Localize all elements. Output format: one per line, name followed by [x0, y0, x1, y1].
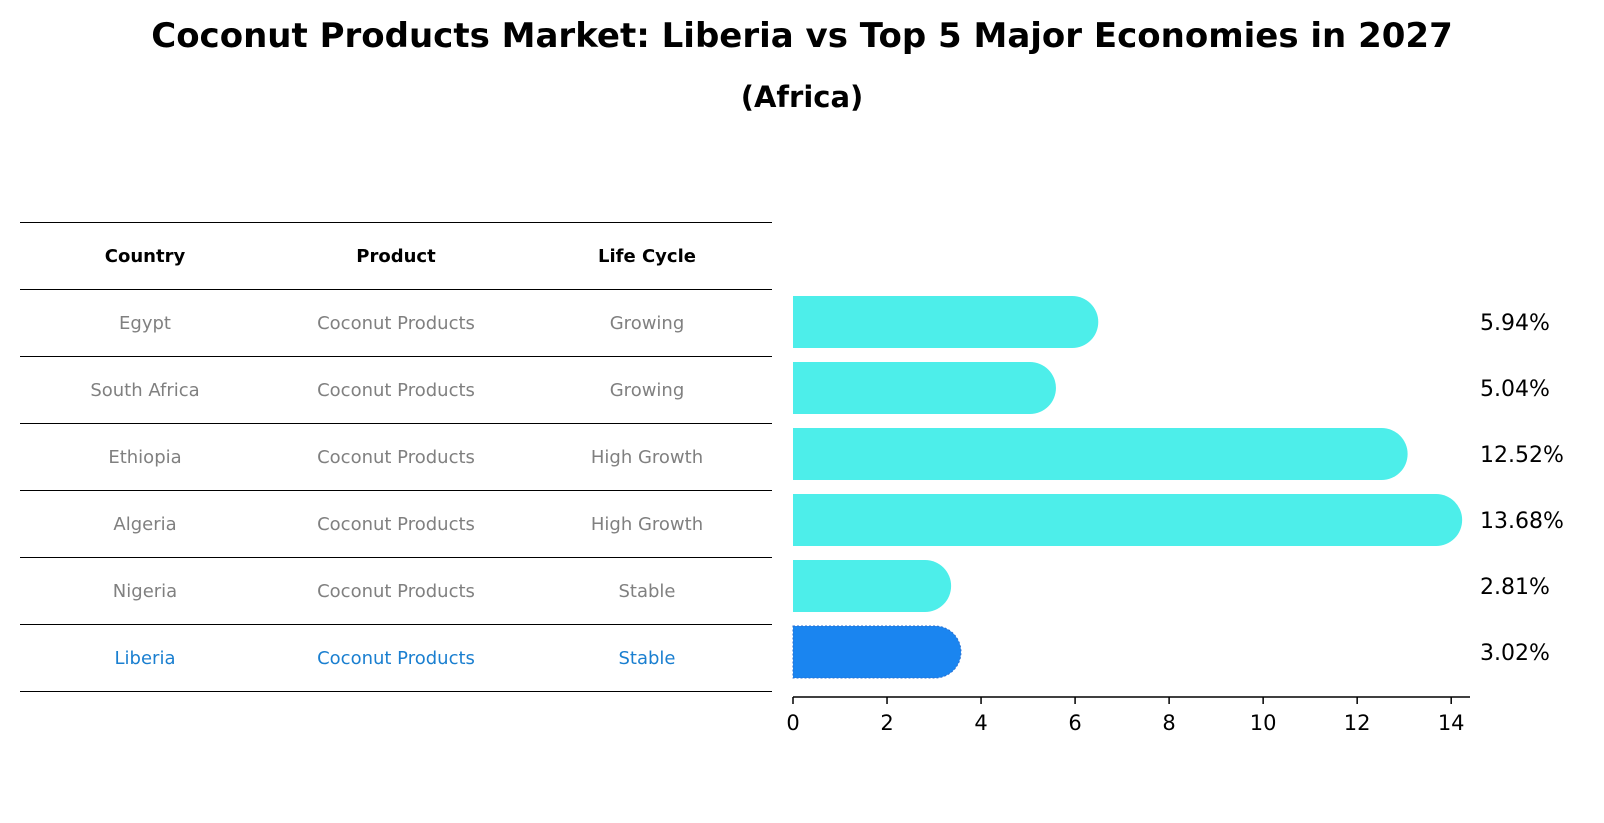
cell-product: Coconut Products [317, 379, 475, 401]
cell-life-cycle: High Growth [590, 513, 704, 535]
cell-product: Coconut Products [317, 647, 475, 669]
value-label: 5.04% [1480, 377, 1550, 402]
chart-subtitle: (Africa) [740, 80, 864, 114]
chart-title: Coconut Products Market: Liberia vs Top … [151, 16, 1453, 56]
header-life-cycle: Life Cycle [598, 245, 696, 267]
bar-liberia [792, 625, 962, 679]
value-label: 12.52% [1480, 443, 1564, 468]
value-label: 2.81% [1480, 575, 1550, 600]
header-product: Product [356, 245, 436, 267]
bar-algeria [793, 494, 1463, 546]
value-label: 5.94% [1480, 311, 1550, 336]
cell-product: Coconut Products [317, 446, 475, 468]
bar-nigeria [793, 560, 952, 612]
cell-country: Ethiopia [108, 446, 182, 468]
cell-life-cycle: Growing [609, 379, 685, 401]
x-tick-label: 10 [1250, 711, 1277, 735]
x-tick-label: 2 [880, 711, 893, 735]
table-row: Ethiopia Coconut Products High Growth [20, 423, 772, 490]
cell-product: Coconut Products [317, 513, 475, 535]
header-country: Country [104, 245, 186, 267]
cell-country: South Africa [90, 379, 200, 401]
x-tick-label: 12 [1344, 711, 1371, 735]
bar-ethiopia [793, 428, 1408, 480]
x-tick-label: 14 [1438, 711, 1465, 735]
bar-egypt [793, 296, 1099, 348]
cell-product: Coconut Products [317, 312, 475, 334]
cell-country: Liberia [114, 647, 176, 669]
data-table: Country Product Life Cycle Egypt Coconut… [20, 222, 772, 692]
x-tick-label: 4 [974, 711, 987, 735]
x-tick-label: 8 [1162, 711, 1175, 735]
cell-life-cycle: Growing [609, 312, 685, 334]
cell-country: Algeria [113, 513, 177, 535]
table-row-highlight: Liberia Coconut Products Stable [20, 624, 772, 692]
value-label: 13.68% [1480, 509, 1564, 534]
table-row: Nigeria Coconut Products Stable [20, 557, 772, 624]
bar-south-africa [793, 362, 1056, 414]
cell-life-cycle: Stable [618, 580, 676, 602]
table-row: South Africa Coconut Products Growing [20, 356, 772, 423]
cell-product: Coconut Products [317, 580, 475, 602]
cell-life-cycle: High Growth [590, 446, 704, 468]
cell-country: Nigeria [112, 580, 178, 602]
x-tick-label: 0 [786, 711, 799, 735]
x-tick-label: 6 [1068, 711, 1081, 735]
cell-life-cycle: Stable [618, 647, 676, 669]
cell-country: Egypt [119, 312, 171, 334]
table-row: Egypt Coconut Products Growing [20, 289, 772, 356]
value-label: 3.02% [1480, 641, 1550, 666]
table-header: Country Product Life Cycle [20, 222, 772, 289]
table-row: Algeria Coconut Products High Growth [20, 490, 772, 557]
